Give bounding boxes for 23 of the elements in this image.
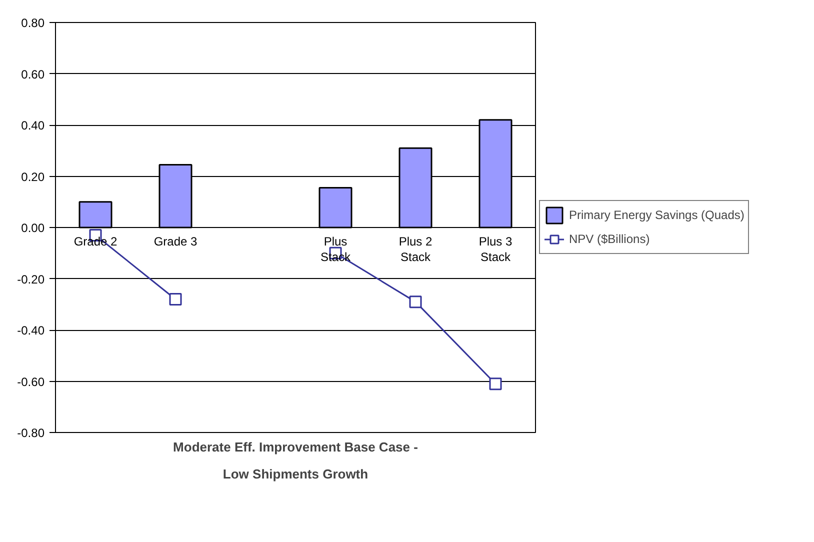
y-tick-label: -0.60 <box>17 374 45 389</box>
bar <box>398 147 432 228</box>
point <box>409 296 422 308</box>
point <box>489 378 502 390</box>
y-tick-label: 0.20 <box>21 170 45 184</box>
text: Moderate Eff. Improvement Base Case - Low Shipments Growth <box>173 440 418 482</box>
legend-label: NPV ($Billions) <box>569 232 650 246</box>
bar <box>478 119 512 228</box>
x-tick-label: Plus 2 Stack <box>398 234 432 264</box>
x-tick-label: Plus 3 Stack <box>478 234 512 264</box>
y-tick-label: 0.00 <box>21 221 45 235</box>
y-tick-label: -0.80 <box>17 426 45 440</box>
y-tick-label: -0.40 <box>17 324 45 338</box>
legend-label: Primary Energy Savings (Quads) <box>569 208 744 222</box>
bar <box>318 187 352 228</box>
point <box>169 293 182 306</box>
y-tick-label: 0.60 <box>21 67 45 82</box>
y-tick-label: 0.40 <box>21 118 45 132</box>
y-tick-label: 0.80 <box>21 16 45 30</box>
bar <box>78 201 112 228</box>
bar <box>158 164 192 228</box>
y-tick-label: -0.20 <box>17 272 45 286</box>
x-tick-label: Grade 3 <box>154 234 198 248</box>
